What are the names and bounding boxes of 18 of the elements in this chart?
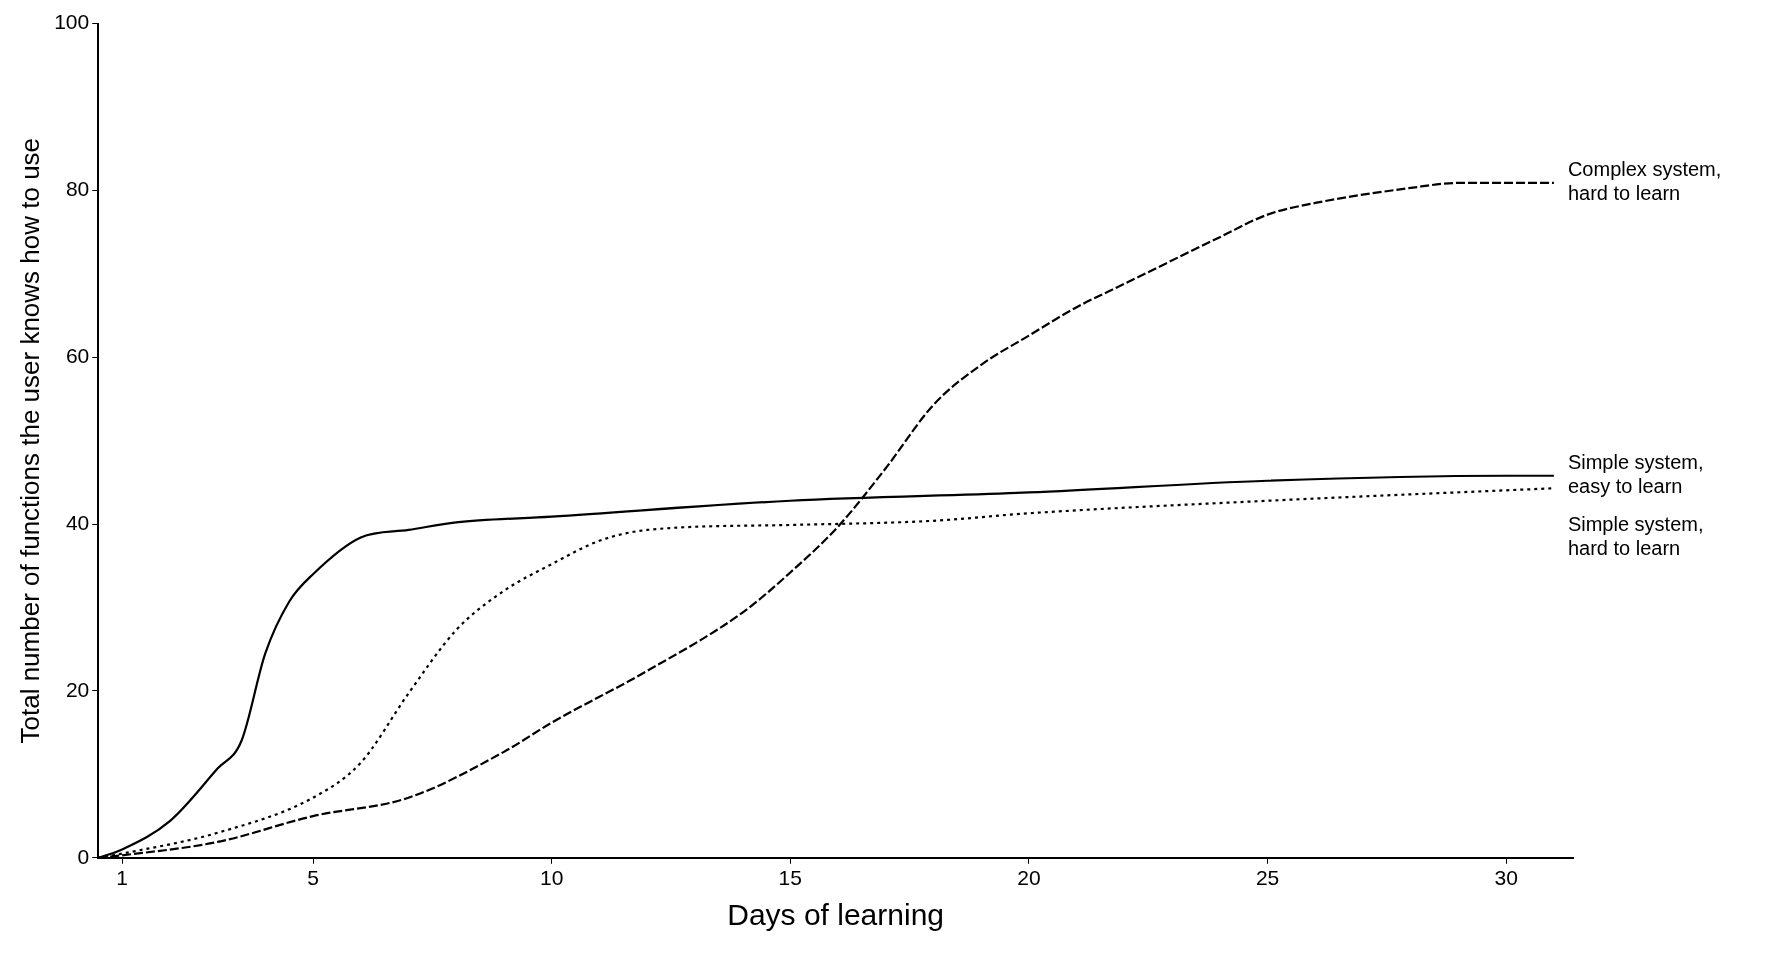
x-tick-label: 15 [778,866,802,890]
y-tick-label: 40 [65,510,90,534]
series-label: Simple system, hard to learn [1567,513,1704,560]
x-tick-label: 30 [1494,866,1518,890]
x-tick-label: 5 [307,866,319,890]
x-tick-label: 10 [539,866,564,890]
y-tick-label: 20 [65,677,90,701]
series-label: Simple system, easy to learn [1567,451,1704,498]
x-tick-label: 1 [116,866,128,890]
y-tick-label: 60 [65,344,90,368]
y-axis-title: Total number of functions the user knows how to use [14,137,45,744]
y-tick-label: 0 [77,844,90,868]
y-tick-label: 80 [65,177,90,201]
y-tick-label: 100 [54,10,90,34]
series-label: Complex system, hard to learn [1567,158,1722,205]
x-tick-label: 20 [1017,866,1041,890]
x-axis-title: Days of learning [727,898,945,932]
x-tick-label: 25 [1255,866,1280,890]
